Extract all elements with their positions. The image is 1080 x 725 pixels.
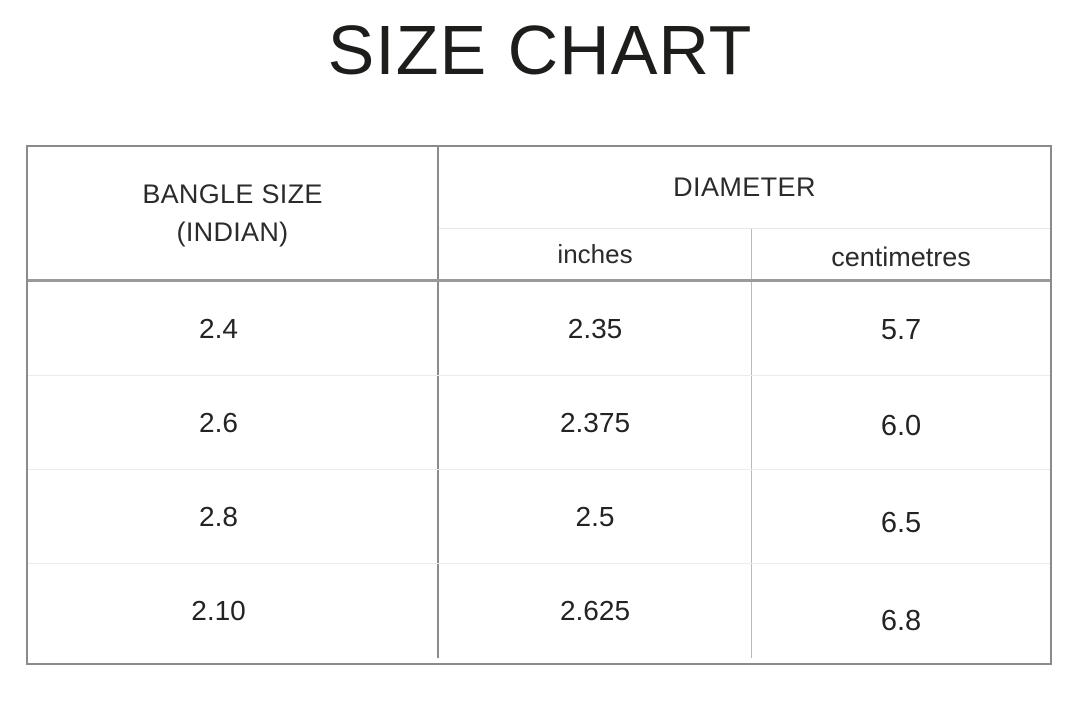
page-title: SIZE CHART: [327, 11, 753, 89]
table-row: 2.8 2.5 6.5: [28, 470, 1050, 564]
column-subheader-row: inches centimetres: [439, 229, 1050, 279]
cell-bangle-size: 2.6: [28, 376, 439, 469]
table-row: 2.6 2.375 6.0: [28, 376, 1050, 470]
cell-diameter-centimetres: 6.0: [880, 410, 922, 442]
cell-diameter-centimetres: 5.7: [880, 314, 922, 346]
cell-diameter-inches: 2.625: [439, 564, 752, 658]
cell-diameter-centimetres: 6.5: [880, 507, 922, 539]
column-header-bangle-size-label: BANGLE SIZE (INDIAN): [142, 179, 323, 247]
column-header-centimetres: centimetres: [831, 241, 971, 272]
column-header-inches: inches: [439, 229, 752, 279]
cell-diameter-centimetres: 6.8: [880, 604, 922, 637]
table-header: BANGLE SIZE (INDIAN) DIAMETER inches cen…: [28, 147, 1050, 282]
column-header-diameter: DIAMETER: [439, 147, 1050, 229]
column-header-bangle-size: BANGLE SIZE (INDIAN): [28, 147, 439, 279]
table-row: 2.10 2.625 6.8: [28, 564, 1050, 658]
cell-bangle-size: 2.10: [28, 564, 439, 658]
table-row: 2.4 2.35 5.7: [28, 282, 1050, 376]
cell-diameter-inches: 2.375: [439, 376, 752, 469]
cell-bangle-size: 2.4: [28, 282, 439, 375]
cell-diameter-inches: 2.35: [439, 282, 752, 375]
cell-bangle-size: 2.8: [28, 470, 439, 563]
column-header-diameter-group: DIAMETER inches centimetres: [439, 147, 1050, 279]
table-body: 2.4 2.35 5.7 2.6 2.375 6.0 2.8 2.5 6.5 2…: [28, 282, 1050, 658]
size-chart-table: BANGLE SIZE (INDIAN) DIAMETER inches cen…: [26, 145, 1052, 665]
cell-diameter-inches: 2.5: [439, 470, 752, 563]
